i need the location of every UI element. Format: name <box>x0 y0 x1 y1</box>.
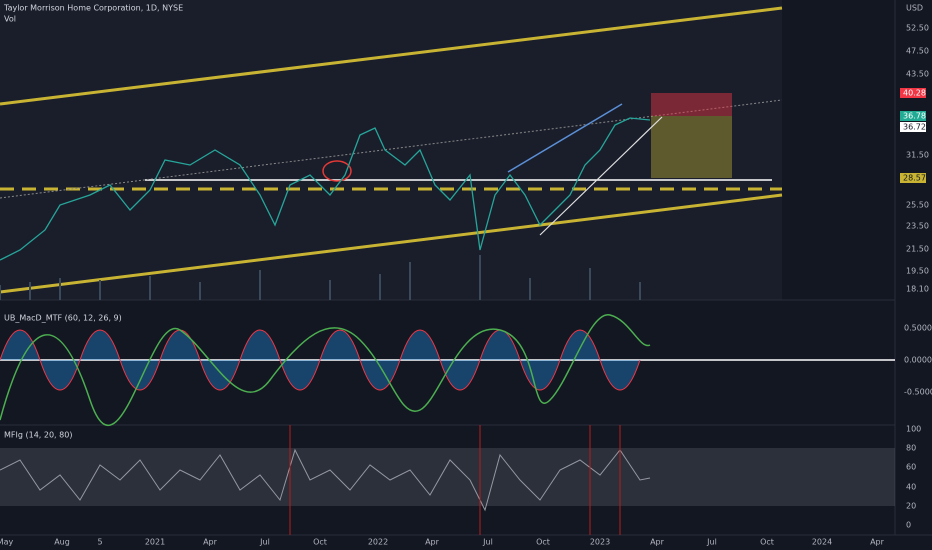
mfi-axis-label: 80 <box>906 444 916 453</box>
price-label: 31.50 <box>906 151 929 160</box>
price-label: 21.50 <box>906 245 929 254</box>
mfi-axis-label: 20 <box>906 502 916 511</box>
time-label: Oct <box>760 538 774 547</box>
price-tag-text: 28.57 <box>903 174 926 183</box>
macd-label: UB_MacD_MTF (60, 12, 26, 9) <box>4 314 122 323</box>
signal-marks <box>289 425 621 535</box>
price-label: 52.50 <box>906 24 929 33</box>
time-label: 5 <box>97 538 102 547</box>
mfi-label: MFIg (14, 20, 80) <box>4 431 72 440</box>
price-tag <box>900 122 926 132</box>
trend-line <box>507 103 623 173</box>
time-label: Aug <box>54 538 70 547</box>
macd-axis-label: 0.0000 <box>904 356 932 365</box>
volume-bars <box>0 255 641 300</box>
macd-axis-label: 0.5000 <box>904 324 932 333</box>
channel-upper <box>0 6 783 106</box>
price-tag-text: 36.72 <box>903 123 926 132</box>
mfi-band <box>0 448 895 506</box>
mfi-axis-label: 0 <box>906 521 911 530</box>
mfi-axis-label: 100 <box>906 425 921 434</box>
channel-lower <box>0 193 783 294</box>
macd-line <box>0 314 651 426</box>
price-tag <box>900 88 926 98</box>
currency: USD <box>906 4 923 13</box>
macd-histogram <box>0 329 641 391</box>
mfi-line <box>0 448 651 512</box>
mfi-axis-label: 60 <box>906 463 916 472</box>
price-label: 47.50 <box>906 47 929 56</box>
time-label: 2024 <box>812 538 832 547</box>
time-label: May <box>0 538 14 547</box>
price-label: 18.10 <box>906 285 929 294</box>
time-label: Apr <box>870 538 885 547</box>
price-label: 23.50 <box>906 222 929 231</box>
main-pane <box>0 0 782 300</box>
highlight-circle <box>322 160 352 182</box>
time-label: Apr <box>203 538 218 547</box>
mfi-axis-label: 40 <box>906 483 916 492</box>
time-label: Oct <box>536 538 550 547</box>
midline <box>0 99 783 199</box>
time-label: Apr <box>650 538 665 547</box>
time-label: Jul <box>482 538 493 547</box>
price-tag <box>900 111 926 121</box>
price-label: 25.50 <box>906 201 929 210</box>
price-tag <box>900 173 926 183</box>
time-label: 2021 <box>145 538 165 547</box>
time-label: Oct <box>313 538 327 547</box>
stop-zone <box>651 93 732 116</box>
target-zone <box>651 116 732 178</box>
symbol-title: Taylor Morrison Home Corporation, 1D, NY… <box>3 4 183 13</box>
price-tag-text: 40.28 <box>903 89 926 98</box>
price-label: 19.50 <box>906 267 929 276</box>
price-label: 43.50 <box>906 70 929 79</box>
time-label: 2023 <box>590 538 610 547</box>
macd-axis-label: -0.5000 <box>904 388 932 397</box>
trend-line <box>539 116 663 236</box>
time-label: Jul <box>259 538 270 547</box>
price-line <box>0 117 651 261</box>
time-label: Jul <box>706 538 717 547</box>
volume-label: Vol <box>4 15 16 24</box>
time-label: 2022 <box>368 538 388 547</box>
time-label: Apr <box>425 538 440 547</box>
price-tag-text: 36.78 <box>903 112 926 121</box>
